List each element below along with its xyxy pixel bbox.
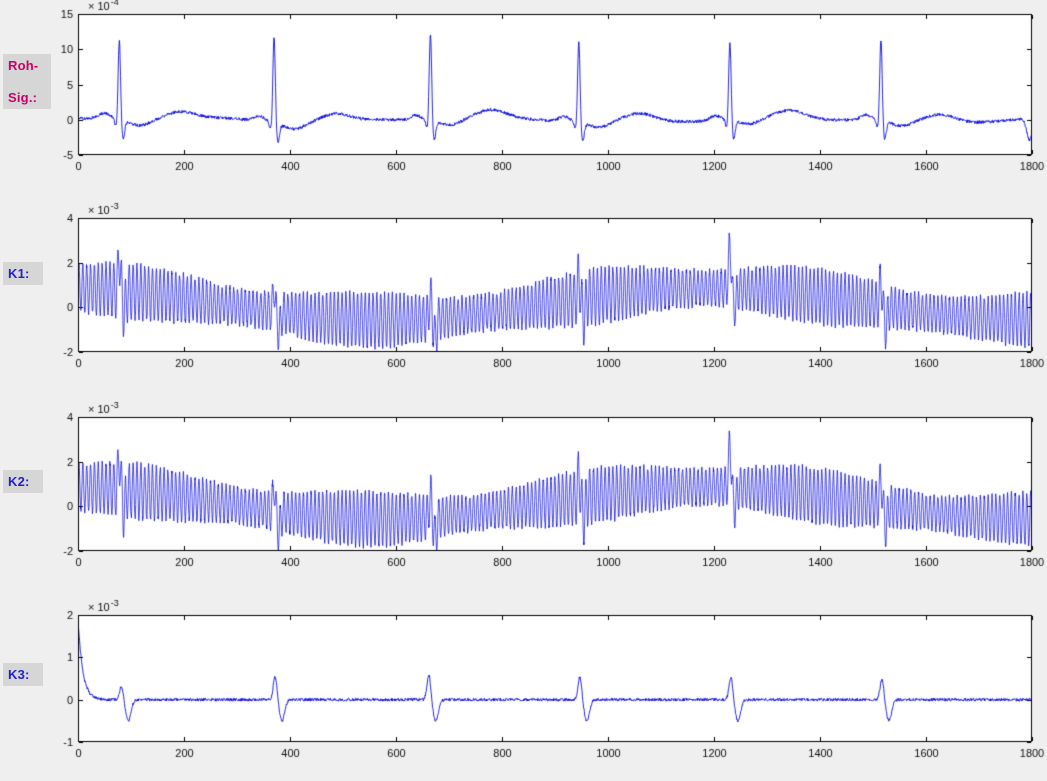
signal-label-line: K2: [8,474,30,489]
signal-label-k2: K2: [3,470,43,493]
signal-label-line: K1: [8,266,30,281]
signal-label-line: Roh- [8,58,39,73]
signal-label-line: Sig.: [8,90,38,105]
signal-label-line: K3: [8,667,30,682]
signal-label-k1: K1: [3,262,43,285]
signal-label-k3: K3: [3,663,43,686]
signal-label-roh-sig: Roh- Sig.: [3,54,51,109]
